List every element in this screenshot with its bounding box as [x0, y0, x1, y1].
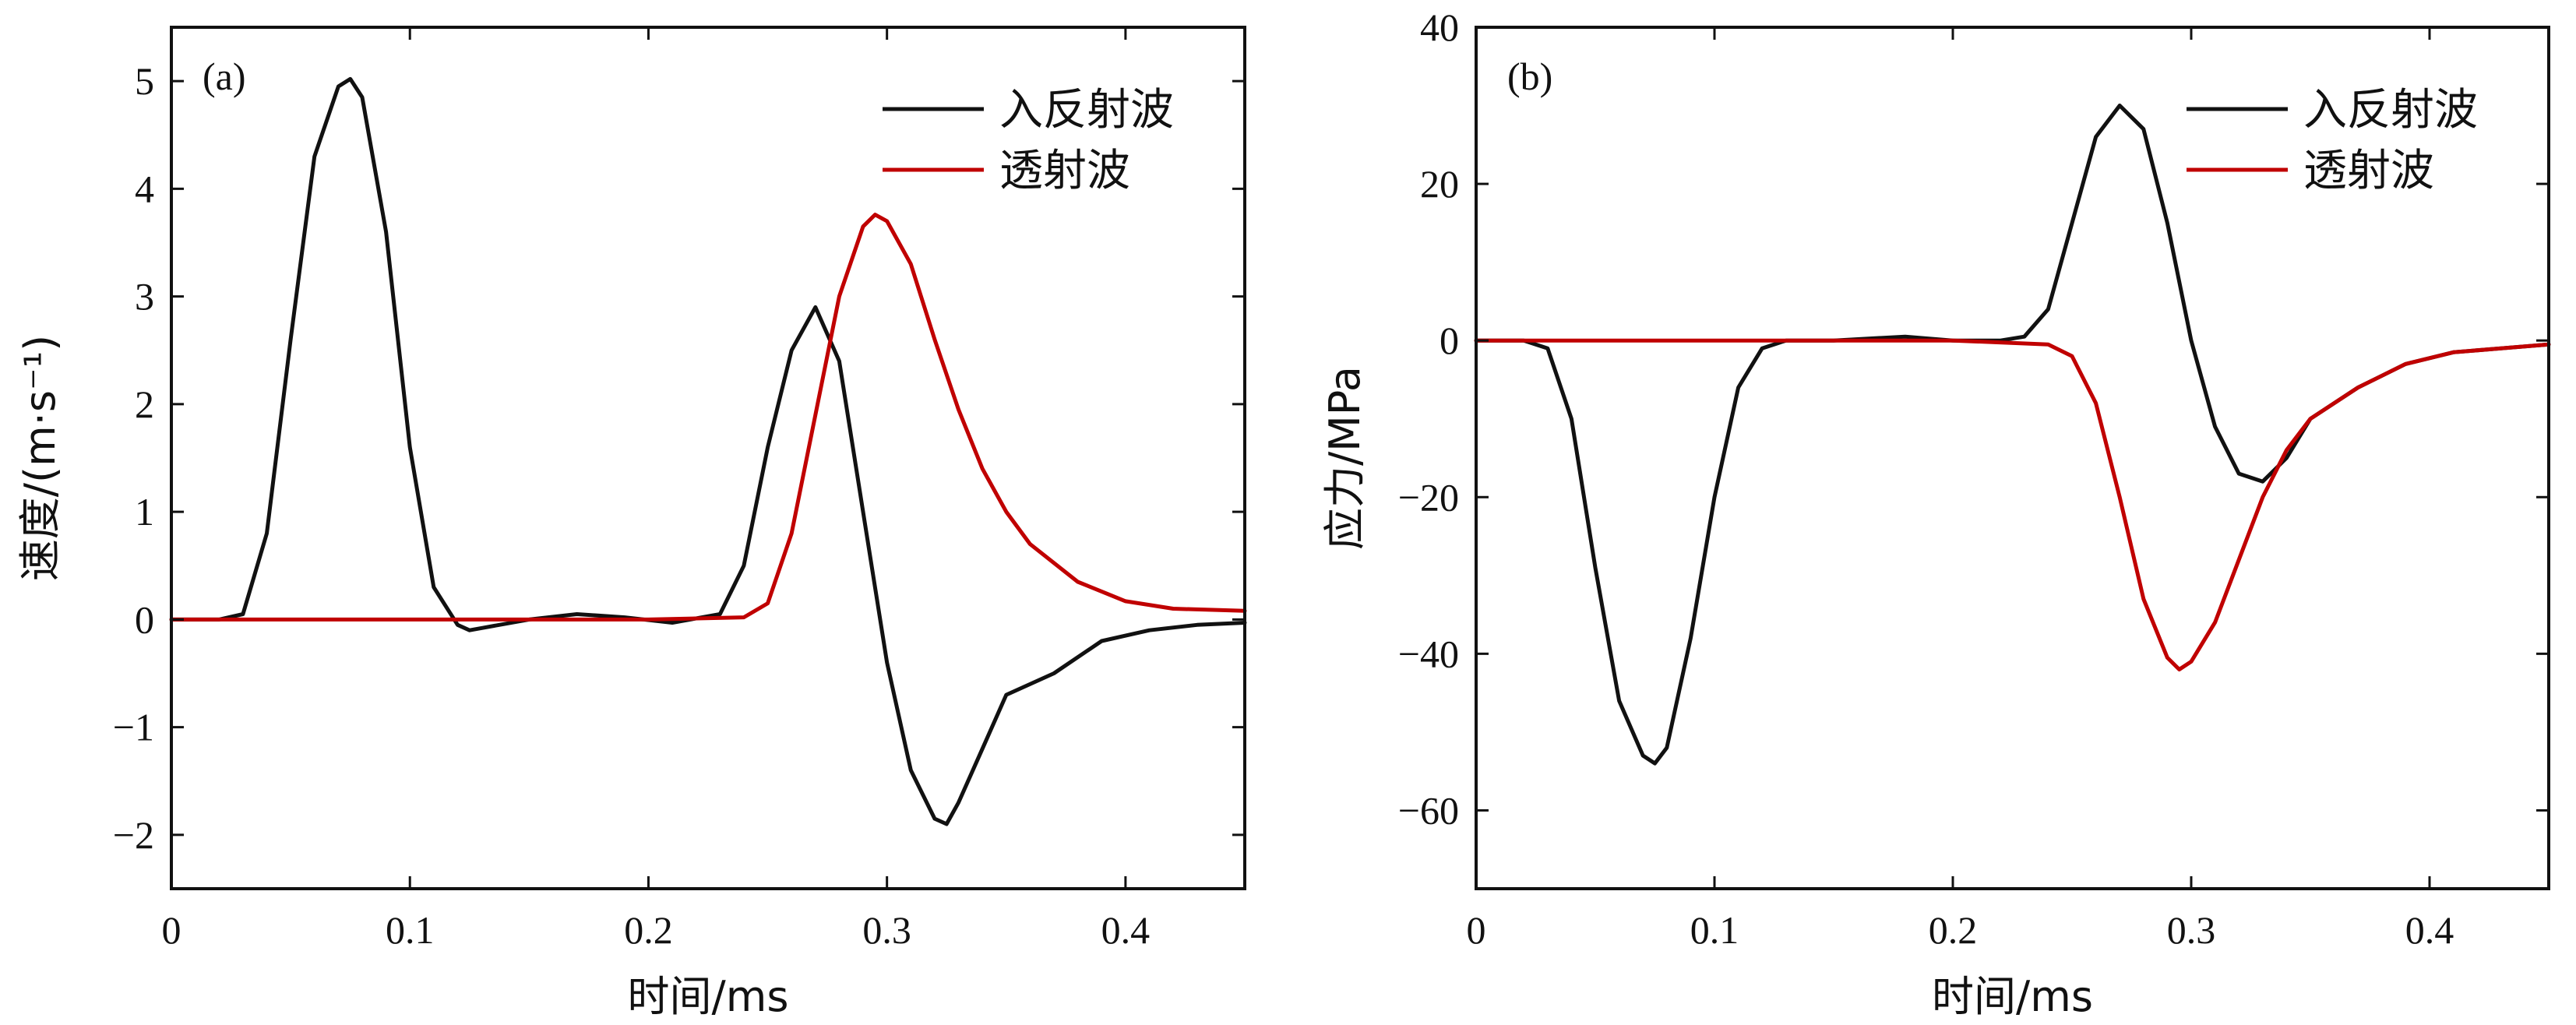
panel-label: (a)	[203, 55, 246, 98]
y-tick-label: −2	[113, 813, 154, 857]
y-axis-label: 速度/(m·s⁻¹)	[16, 335, 65, 581]
x-tick-label: 0.1	[1690, 908, 1739, 952]
y-tick-label: 2	[135, 382, 154, 426]
y-tick-label: 3	[135, 275, 154, 319]
x-axis-label: 时间/ms	[1932, 972, 2093, 1021]
y-tick-label: 0	[135, 597, 154, 641]
x-tick-label: 0.3	[862, 908, 911, 952]
plot-frame-b	[1475, 26, 2550, 890]
x-tick-label: 0	[1467, 908, 1486, 952]
y-tick-label: 1	[135, 490, 154, 534]
y-tick-label: −1	[113, 706, 154, 749]
y-tick-label: 4	[135, 167, 154, 210]
y-tick-label: 20	[1420, 162, 1459, 206]
panel-label: (b)	[1507, 55, 1552, 98]
x-tick-label: 0	[162, 908, 181, 952]
series-line-transmitted-a	[169, 213, 1247, 622]
legend-label: 透射波	[999, 146, 1130, 196]
y-tick-label: 0	[1440, 319, 1459, 362]
y-axis-label: 应力/MPa	[1320, 366, 1369, 550]
y-tick-label: −60	[1398, 788, 1459, 832]
series-line-incident-reflected-b	[1474, 104, 2551, 766]
chart-panel-b: 0 0.1 0.2 0.3 0.4 −60 −40 −20 0 20 40 时间/ms 应力/MPa (b…	[1320, 5, 2551, 1021]
x-axis-label: 时间/ms	[628, 972, 789, 1021]
legend-label: 入反射波	[2303, 85, 2478, 136]
y-tick-label: 40	[1420, 5, 1459, 49]
x-tick-label: 0.2	[1929, 908, 1978, 952]
y-tick-label: −20	[1398, 475, 1459, 519]
legend-label: 入反射波	[999, 85, 1174, 136]
x-tick-label: 0.1	[386, 908, 435, 952]
y-tick-label: 5	[135, 59, 154, 103]
legend-label: 透射波	[2303, 146, 2434, 196]
series-line-transmitted-b	[1474, 338, 2551, 671]
x-tick-label: 0.2	[624, 908, 673, 952]
x-tick-label: 0.4	[1101, 908, 1151, 952]
chart-panel-a: 0 0.1 0.2 0.3 0.4 −2 −1 0 1 2 3 4 5 时间/ms 速度/(m·s⁻¹) (a…	[16, 26, 1247, 1021]
plot-frame-a	[170, 26, 1246, 890]
y-tick-label: −40	[1398, 632, 1459, 675]
x-tick-label: 0.3	[2167, 908, 2216, 952]
x-tick-label: 0.4	[2405, 908, 2454, 952]
